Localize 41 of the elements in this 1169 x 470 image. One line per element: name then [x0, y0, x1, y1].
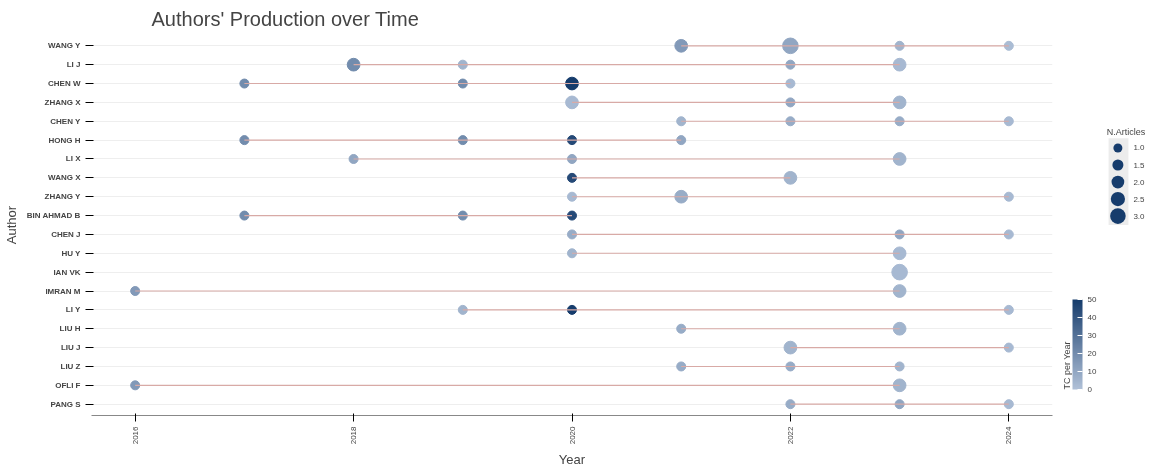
y-tick-label: OFLI F: [55, 380, 81, 390]
color-bar-label: 40: [1087, 313, 1097, 322]
y-tick-label: IMRAN M: [45, 286, 81, 296]
color-bar-title: TC per Year: [1061, 341, 1072, 390]
legend-label: 2.0: [1133, 177, 1146, 187]
y-tick-label: ZHANG X: [44, 97, 82, 107]
legend-label: 1.5: [1133, 160, 1146, 170]
y-tick-label: HONG H: [48, 135, 81, 145]
y-tick-label: IAN VK: [53, 267, 81, 277]
y-tick-label: LI X: [65, 154, 82, 164]
y-tick-label: LI J: [66, 60, 81, 70]
x-tick-label: 2020: [567, 425, 577, 445]
y-tick-label: PANG S: [50, 399, 82, 409]
y-tick-label: LIU Z: [60, 361, 81, 371]
y-tick-label: CHEN Y: [50, 116, 82, 126]
x-tick-label: 2018: [349, 425, 359, 445]
x-tick-label: 2016: [130, 425, 140, 445]
y-tick-label: HU Y: [61, 248, 82, 258]
y-tick-label: WANG Y: [48, 41, 82, 51]
y-tick-label: WANG X: [48, 173, 82, 183]
color-bar-label: 0: [1087, 385, 1093, 394]
color-bar-label: 20: [1087, 349, 1097, 358]
y-tick-label: ZHANG Y: [44, 192, 82, 202]
color-bar-label: 50: [1087, 295, 1097, 304]
y-tick-label: BIN AHMAD B: [26, 211, 81, 221]
y-tick-label: CHEN J: [51, 229, 81, 239]
y-tick-label: LIU H: [59, 324, 81, 334]
color-bar-label: 10: [1087, 367, 1097, 376]
x-tick-label: 2024: [1004, 425, 1014, 445]
y-tick-label: CHEN W: [48, 79, 81, 89]
legend-label: 1.0: [1133, 143, 1146, 153]
chart-title: Authors' Production over Time: [151, 7, 419, 30]
color-bar-label: 30: [1087, 331, 1097, 340]
legend-title: N.Articles: [1106, 126, 1146, 137]
legend-label: 2.5: [1133, 194, 1146, 204]
legend-label: 3.0: [1133, 211, 1146, 221]
y-axis-title: Author: [3, 205, 19, 245]
x-axis-title: Year: [558, 452, 586, 468]
y-tick-label: LI Y: [65, 305, 82, 315]
x-tick-label: 2022: [785, 425, 795, 445]
y-tick-label: LIU J: [60, 343, 81, 353]
